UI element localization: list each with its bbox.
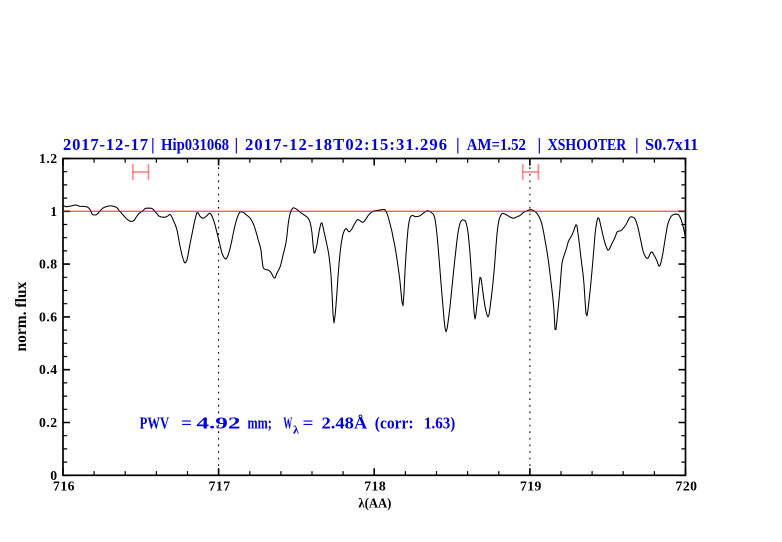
svg-text:0.4: 0.4 (39, 362, 57, 377)
svg-text:1.2: 1.2 (39, 151, 57, 166)
svg-text:716: 716 (53, 479, 75, 494)
svg-text:718: 718 (364, 479, 386, 494)
svg-text:719: 719 (520, 479, 542, 494)
svg-text:0.2: 0.2 (39, 415, 57, 430)
svg-text:2017-12-17|Hip031068|2017-12-1: 2017-12-17 | Hip031068 | 2017-12-18T02:15:31… (63, 135, 698, 154)
svg-text:0.6: 0.6 (39, 309, 57, 324)
svg-text:norm. flux: norm. flux (13, 281, 30, 351)
svg-text:λ(AA): λ(AA) (358, 495, 391, 510)
svg-text:0.8: 0.8 (39, 257, 57, 272)
svg-text:720: 720 (676, 479, 698, 494)
svg-text:1: 1 (50, 204, 57, 219)
svg-text:0: 0 (50, 468, 57, 483)
svg-text:717: 717 (209, 479, 231, 494)
